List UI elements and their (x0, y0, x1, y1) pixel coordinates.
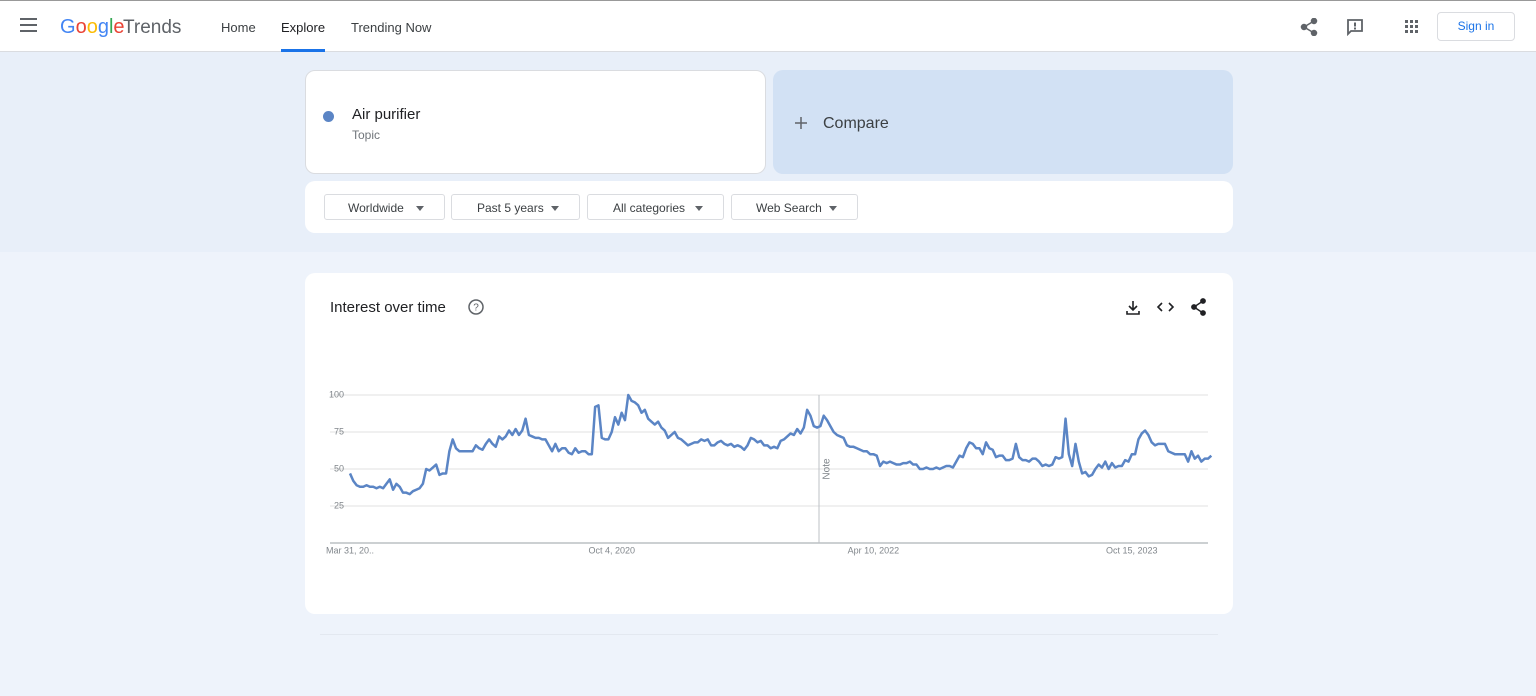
plus-icon (795, 117, 807, 129)
help-icon[interactable]: ? (468, 299, 484, 315)
nav-trending[interactable]: Trending Now (351, 20, 432, 35)
compare-card[interactable]: Compare (773, 70, 1233, 174)
y-tick-label: 25 (334, 500, 344, 510)
divider (320, 634, 1218, 635)
download-icon[interactable] (1126, 301, 1140, 315)
nav-home[interactable]: Home (221, 20, 256, 35)
x-tick-label: Mar 31, 20.. (326, 545, 374, 555)
filter-dropdown[interactable]: All categories (587, 194, 724, 220)
search-card[interactable]: Air purifier Topic (305, 70, 766, 174)
y-tick-label: 50 (334, 463, 344, 473)
filter-dropdown[interactable]: Web Search (731, 194, 858, 220)
top-bar: Google Trends Home Explore Trending Now … (0, 0, 1536, 52)
svg-text:?: ? (473, 303, 479, 314)
x-tick-label: Oct 15, 2023 (1106, 545, 1158, 555)
chart: Interest over time ? 25 50 75 100 Mar 31, 20… (326, 298, 1213, 555)
term: Air purifier (352, 106, 421, 123)
chart-title: Interest over time (330, 299, 446, 316)
filter-dropdown[interactable]: Past 5 years (451, 194, 580, 220)
term-type: Topic (352, 128, 381, 142)
x-tick-label: Apr 10, 2022 (848, 545, 900, 555)
note-label: Note (822, 458, 833, 480)
y-tick-label: 75 (334, 426, 344, 436)
menu-icon[interactable] (20, 18, 38, 32)
y-tick-label: 100 (329, 389, 344, 399)
share-icon[interactable] (1300, 18, 1318, 36)
term-dot (323, 111, 334, 122)
sign-in-button[interactable]: Sign in (1437, 12, 1515, 41)
logo-product[interactable]: Trends (123, 17, 182, 38)
embed-icon[interactable] (1156, 302, 1175, 312)
nav-underline (281, 49, 325, 52)
logo-google[interactable]: Google (60, 16, 125, 38)
nav-explore[interactable]: Explore (281, 20, 326, 35)
share-icon[interactable] (1191, 298, 1206, 316)
compare-label: Compare (823, 115, 889, 132)
x-tick-label: Oct 4, 2020 (588, 545, 635, 555)
feedback-icon[interactable] (1346, 18, 1364, 36)
filter-dropdown[interactable]: Worldwide (324, 194, 445, 220)
series-line (348, 393, 1213, 496)
chart-card: Interest over time ? 25 50 75 100 Mar 31, 20… (305, 273, 1233, 614)
apps-icon[interactable] (1405, 20, 1419, 34)
